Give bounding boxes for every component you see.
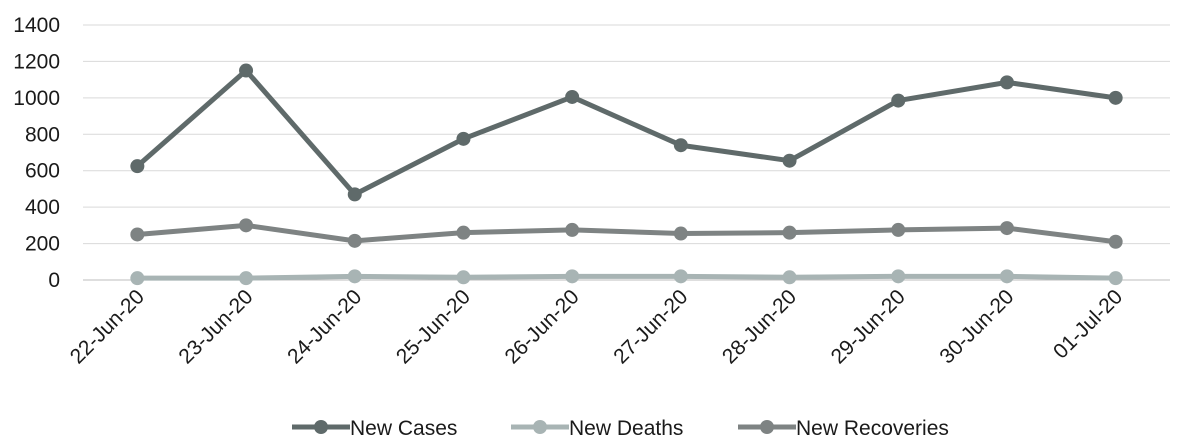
- x-tick-label: 27-Jun-20: [609, 285, 692, 368]
- legend-marker: [760, 420, 774, 434]
- data-point: [1108, 234, 1123, 249]
- data-point: [673, 138, 688, 153]
- legend-marker: [314, 420, 328, 434]
- x-tick-label: 01-Jul-20: [1049, 285, 1127, 363]
- series-line: [134, 273, 1119, 281]
- y-tick-label: 1000: [13, 87, 60, 110]
- y-tick-label: 600: [25, 160, 60, 183]
- data-point: [456, 225, 471, 240]
- data-point: [782, 225, 797, 240]
- data-point: [347, 187, 362, 202]
- data-point: [239, 271, 254, 286]
- x-tick-label: 30-Jun-20: [935, 285, 1018, 368]
- data-point: [347, 269, 362, 284]
- data-point: [456, 131, 471, 146]
- x-tick-label: 29-Jun-20: [827, 285, 910, 368]
- y-tick-label: 200: [25, 233, 60, 256]
- data-point: [999, 221, 1014, 236]
- legend: New Cases New Deaths New Recoveries: [292, 417, 949, 438]
- gridlines: [83, 24, 1170, 281]
- data-point: [130, 159, 145, 174]
- y-tick-label: 0: [48, 269, 60, 292]
- x-tick-label: 23-Jun-20: [174, 285, 257, 368]
- data-point: [239, 63, 254, 78]
- y-axis-ticks: 0 200 400 600 800 1000 1200 1400: [13, 14, 60, 292]
- legend-label: New Deaths: [569, 417, 683, 438]
- data-point: [239, 218, 254, 233]
- data-point: [782, 270, 797, 285]
- legend-marker: [533, 420, 547, 434]
- data-point: [891, 222, 906, 237]
- y-tick-label: 400: [25, 196, 60, 219]
- series-line: [134, 222, 1119, 245]
- y-tick-label: 1200: [13, 50, 60, 73]
- x-tick-label: 25-Jun-20: [392, 285, 475, 368]
- y-tick-label: 1400: [13, 14, 60, 37]
- data-point: [130, 271, 145, 286]
- data-point: [565, 222, 580, 237]
- data-point: [782, 153, 797, 168]
- data-point: [891, 93, 906, 108]
- legend-label: New Recoveries: [796, 417, 949, 438]
- data-point: [565, 89, 580, 104]
- data-point: [999, 269, 1014, 284]
- data-point: [999, 75, 1014, 90]
- data-point: [1108, 271, 1123, 286]
- data-point: [673, 226, 688, 241]
- y-tick-label: 800: [25, 123, 60, 146]
- x-axis-ticks: 22-Jun-20 23-Jun-20 24-Jun-20 25-Jun-20 26-J…: [66, 285, 1127, 368]
- data-point: [130, 227, 145, 242]
- data-point: [673, 269, 688, 284]
- x-tick-label: 22-Jun-20: [66, 285, 149, 368]
- data-point: [891, 269, 906, 284]
- x-tick-label: 24-Jun-20: [283, 285, 366, 368]
- data-point: [347, 233, 362, 248]
- data-point: [565, 269, 580, 284]
- series-lines: [130, 63, 1123, 286]
- x-tick-label: 26-Jun-20: [501, 285, 584, 368]
- series-line: [134, 68, 1119, 197]
- x-tick-label: 28-Jun-20: [718, 285, 801, 368]
- data-point: [456, 270, 471, 285]
- legend-label: New Cases: [350, 417, 457, 438]
- data-point: [1108, 90, 1123, 105]
